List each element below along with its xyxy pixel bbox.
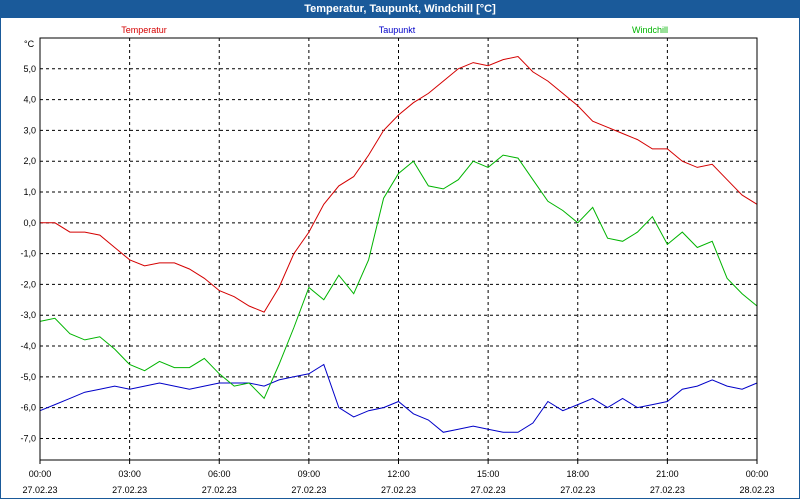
series-line-taupunkt [39, 363, 758, 433]
y-tick-label: 0,0 [23, 218, 36, 228]
x-tick-date-label: 27.02.23 [560, 485, 595, 495]
series-lines [39, 55, 758, 433]
window-title: Temperatur, Taupunkt, Windchill [°C] [0, 0, 800, 18]
y-axis-unit-label: °C [24, 39, 35, 49]
y-tick-label: -2,0 [20, 279, 36, 289]
grid [40, 38, 757, 460]
y-tick-label: -6,0 [20, 403, 36, 413]
y-tick-label: 3,0 [23, 125, 36, 135]
y-tick-label: -4,0 [20, 341, 36, 351]
x-tick-date-label: 27.02.23 [291, 485, 326, 495]
x-tick-time-label: 03:00 [118, 469, 141, 479]
legend-entry-taupunkt: Taupunkt [379, 25, 416, 35]
y-tick-label: -1,0 [20, 249, 36, 259]
y-tick-label: -7,0 [20, 433, 36, 443]
x-tick-date-label: 28.02.23 [739, 485, 774, 495]
legend-entry-temperatur: Temperatur [121, 25, 167, 35]
x-tick-time-label: 21:00 [656, 469, 679, 479]
x-tick-date-label: 27.02.23 [22, 485, 57, 495]
legend: Temperatur Taupunkt Windchill [121, 25, 668, 35]
x-tick-time-label: 15:00 [477, 469, 500, 479]
x-tick-time-label: 06:00 [208, 469, 231, 479]
x-tick-time-label: 00:00 [746, 469, 769, 479]
series-line-windchill [39, 154, 758, 400]
y-tick-label: 2,0 [23, 156, 36, 166]
x-tick-time-label: 12:00 [387, 469, 410, 479]
y-tick-label: 4,0 [23, 95, 36, 105]
x-tick-date-label: 27.02.23 [471, 485, 506, 495]
y-tick-label: 5,0 [23, 64, 36, 74]
y-tick-label: -5,0 [20, 372, 36, 382]
x-tick-date-label: 27.02.23 [381, 485, 416, 495]
series-line-temperatur [40, 55, 758, 313]
x-tick-time-label: 09:00 [298, 469, 321, 479]
x-tick-date-label: 27.02.23 [202, 485, 237, 495]
y-tick-label: -3,0 [20, 310, 36, 320]
legend-entry-windchill: Windchill [632, 25, 668, 35]
x-tick-time-label: 18:00 [566, 469, 589, 479]
y-tick-label: 1,0 [23, 187, 36, 197]
x-tick-date-label: 27.02.23 [650, 485, 685, 495]
x-tick-time-label: 00:00 [29, 469, 52, 479]
axes: 5,0 4,0 3,0 2,0 1,0 0,0 -1,0 -2,0 -3,0 -4,0 -5,0 -6… [20, 37, 775, 495]
x-tick-date-label: 27.02.23 [112, 485, 147, 495]
